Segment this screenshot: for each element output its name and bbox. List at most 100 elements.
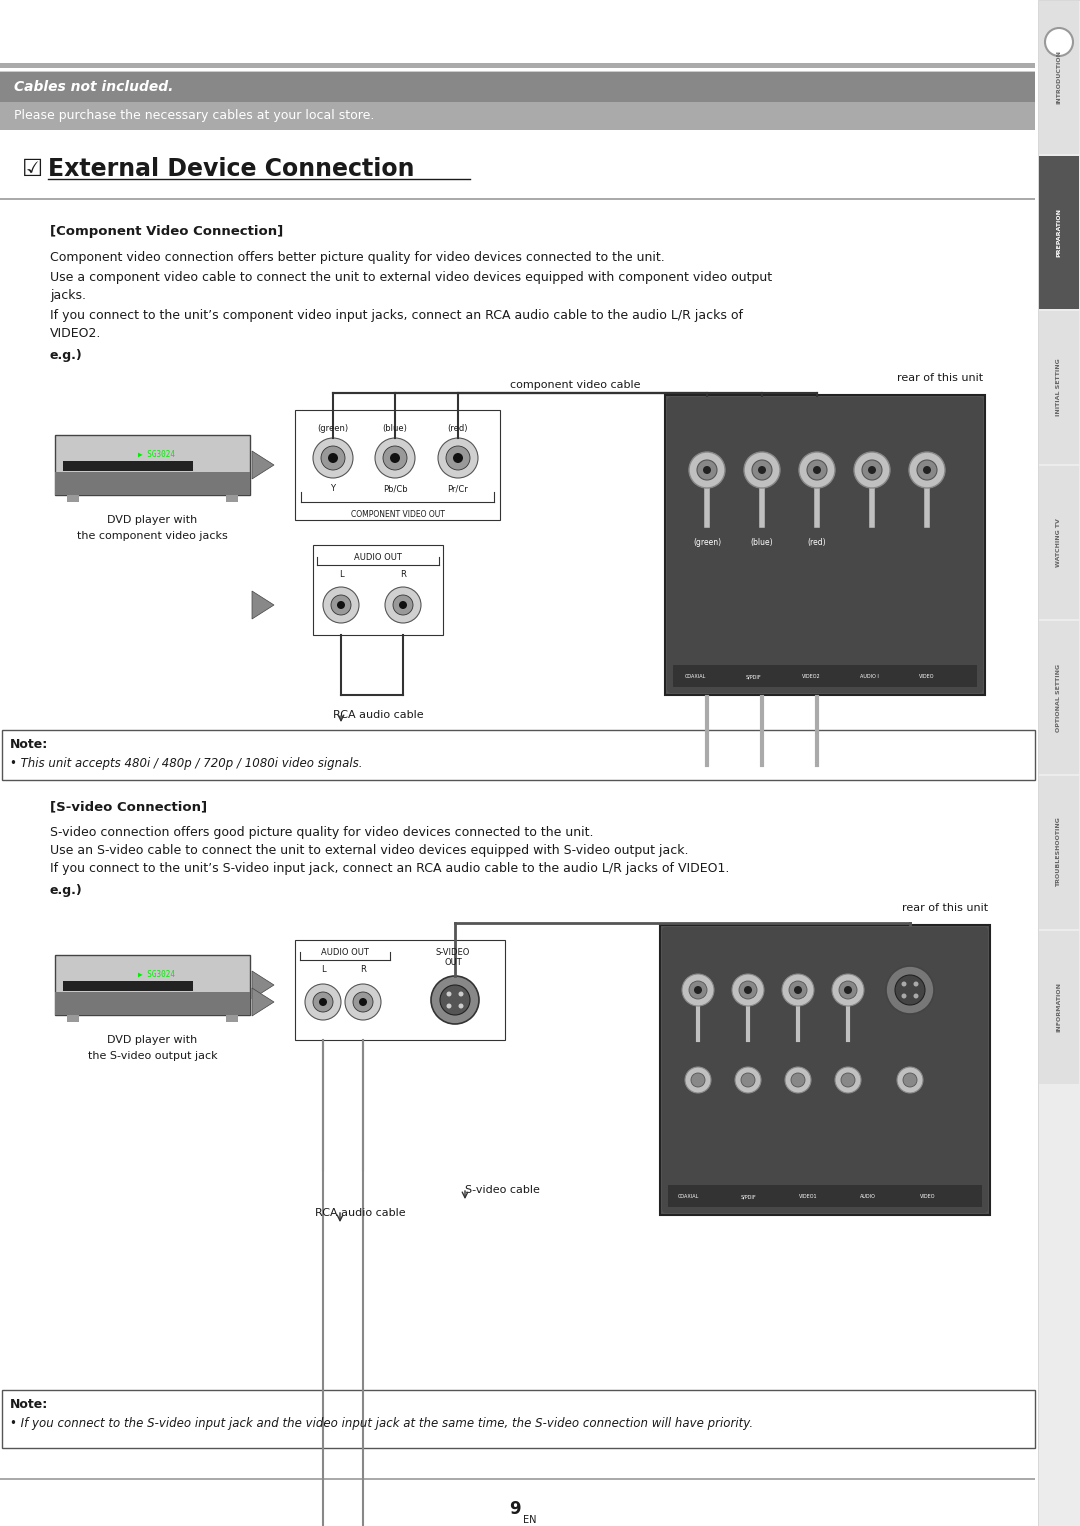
Bar (1039, 931, 1079, 1083)
Text: If you connect to the unit’s S-video input jack, connect an RCA audio cable to t: If you connect to the unit’s S-video inp… (50, 862, 729, 874)
Text: VIDEO1: VIDEO1 (799, 1195, 818, 1199)
Circle shape (791, 1073, 805, 1087)
Text: jacks.: jacks. (50, 288, 86, 302)
Bar (1039, 777, 1079, 929)
Circle shape (685, 1067, 711, 1093)
Text: 9: 9 (509, 1500, 521, 1518)
Circle shape (741, 1073, 755, 1087)
Text: COAXIAL: COAXIAL (685, 674, 705, 679)
Text: • If you connect to the S-video input jack and the video input jack at the same : • If you connect to the S-video input ja… (10, 1418, 753, 1430)
Text: ▶ SG3024: ▶ SG3024 (138, 450, 175, 459)
Circle shape (353, 992, 373, 1012)
Bar (1039, 621, 1079, 774)
Circle shape (785, 1067, 811, 1093)
Circle shape (841, 1073, 855, 1087)
Text: Y: Y (330, 484, 336, 493)
Text: S-video connection offers good picture quality for video devices connected to th: S-video connection offers good picture q… (50, 826, 594, 839)
Text: VIDEO2.: VIDEO2. (50, 327, 102, 340)
Text: the S-video output jack: the S-video output jack (87, 1051, 217, 1061)
Circle shape (330, 595, 351, 615)
Circle shape (917, 459, 937, 481)
Text: S-video cable: S-video cable (465, 1186, 540, 1195)
Text: ▶ SG3024: ▶ SG3024 (138, 969, 175, 978)
Bar (67, 494, 79, 502)
Circle shape (438, 438, 478, 478)
Circle shape (375, 438, 415, 478)
Circle shape (446, 992, 451, 996)
Bar (226, 494, 238, 502)
Circle shape (854, 452, 890, 488)
Circle shape (807, 459, 827, 481)
Text: Cables not included.: Cables not included. (14, 79, 174, 95)
Bar (313, 545, 443, 635)
Text: AUDIO: AUDIO (860, 1195, 876, 1199)
Bar (0, 198, 1035, 200)
Text: DVD player with: DVD player with (107, 514, 198, 525)
Bar (55, 435, 249, 494)
Polygon shape (252, 452, 274, 479)
Text: • This unit accepts 480i / 480p / 720p / 1080i video signals.: • This unit accepts 480i / 480p / 720p /… (10, 757, 363, 771)
Circle shape (399, 601, 407, 609)
Bar (2, 1390, 1035, 1448)
Circle shape (453, 453, 463, 462)
Text: VIDEO: VIDEO (919, 674, 935, 679)
Bar (669, 1186, 982, 1207)
Circle shape (914, 993, 918, 998)
Bar (295, 940, 505, 1041)
Circle shape (681, 974, 714, 1006)
Text: S/PDIF: S/PDIF (740, 1195, 756, 1199)
Circle shape (744, 986, 752, 993)
Circle shape (459, 1004, 463, 1009)
Bar (1039, 2, 1079, 154)
Circle shape (323, 588, 359, 623)
Circle shape (794, 986, 802, 993)
Bar (1039, 311, 1079, 464)
Text: [Component Video Connection]: [Component Video Connection] (50, 224, 283, 238)
Bar (660, 925, 990, 1215)
Text: AUDIO OUT: AUDIO OUT (354, 552, 402, 562)
Circle shape (744, 452, 780, 488)
Circle shape (739, 981, 757, 1000)
Circle shape (895, 975, 924, 1006)
Text: L: L (321, 964, 325, 974)
Circle shape (431, 977, 480, 1024)
Circle shape (835, 1067, 861, 1093)
Circle shape (694, 986, 702, 993)
Polygon shape (252, 987, 274, 1016)
Text: rear of this unit: rear of this unit (902, 903, 988, 913)
Bar (55, 955, 249, 1015)
Text: (red): (red) (808, 539, 826, 546)
FancyBboxPatch shape (662, 926, 988, 1213)
Bar (0, 63, 1035, 69)
Circle shape (832, 974, 864, 1006)
Circle shape (697, 459, 717, 481)
Circle shape (909, 452, 945, 488)
Circle shape (914, 981, 918, 986)
Text: Please purchase the necessary cables at your local store.: Please purchase the necessary cables at … (14, 110, 375, 122)
Text: the component video jacks: the component video jacks (77, 531, 228, 542)
Text: e.g.): e.g.) (50, 884, 83, 897)
Bar (63, 461, 193, 472)
Bar (673, 665, 977, 687)
Circle shape (359, 998, 367, 1006)
Text: S/PDIF: S/PDIF (745, 674, 760, 679)
Circle shape (446, 1004, 451, 1009)
Text: AUDIO OUT: AUDIO OUT (321, 948, 369, 957)
FancyBboxPatch shape (667, 397, 983, 693)
Bar (0, 102, 1035, 130)
Circle shape (735, 1067, 761, 1093)
Circle shape (321, 446, 345, 470)
Bar (295, 410, 500, 520)
Text: Use an S-video cable to connect the unit to external video devices equipped with: Use an S-video cable to connect the unit… (50, 844, 689, 858)
Text: VIDEO2: VIDEO2 (801, 674, 821, 679)
Text: RCA audio cable: RCA audio cable (333, 710, 423, 720)
Bar (1039, 156, 1079, 308)
Bar (2, 729, 1035, 780)
Bar (0, 72, 1035, 73)
Circle shape (732, 974, 764, 1006)
Circle shape (305, 984, 341, 1019)
Text: (blue): (blue) (751, 539, 773, 546)
Circle shape (903, 1073, 917, 1087)
Text: component video cable: component video cable (510, 380, 640, 391)
Text: INITIAL SETTING: INITIAL SETTING (1056, 359, 1062, 417)
